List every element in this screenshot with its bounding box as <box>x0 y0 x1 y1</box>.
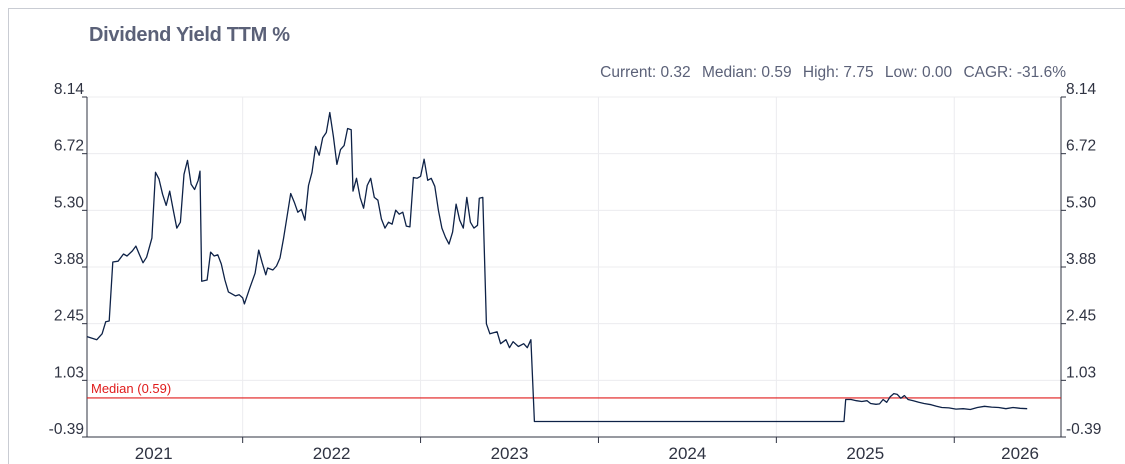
stat-low: Low: 0.00 <box>884 64 953 81</box>
y-tick-label-left: 6.72 <box>54 138 84 155</box>
stat-current: Current: 0.32 <box>600 64 691 81</box>
median-label: Median (0.59) <box>91 381 171 396</box>
y-tick-label-right: -0.39 <box>1066 421 1101 438</box>
y-tick-label-left: 2.45 <box>54 308 84 325</box>
y-tick-label-right: 1.03 <box>1066 364 1096 381</box>
y-tick-label-left: 1.03 <box>54 364 84 381</box>
x-tick-label: 2023 <box>491 444 529 463</box>
stat-median: Median: 0.59 <box>701 64 792 81</box>
x-tick-label: 2022 <box>313 444 351 463</box>
y-tick-label-right: 6.72 <box>1066 138 1096 155</box>
chart-frame <box>8 8 1125 464</box>
x-tick-label: 2026 <box>1001 444 1039 463</box>
y-tick-label-right: 3.88 <box>1066 251 1096 268</box>
yield-series-line <box>86 111 1028 423</box>
x-tick-label: 2024 <box>668 444 706 463</box>
y-tick-label-right: 8.14 <box>1066 81 1097 98</box>
stat-cagr: CAGR: -31.6% <box>963 64 1066 81</box>
chart-title: Dividend Yield TTM % <box>89 24 290 46</box>
x-tick-label: 2025 <box>846 444 884 463</box>
x-tick-label: 2021 <box>135 444 173 463</box>
y-tick-label-left: 5.30 <box>54 194 85 211</box>
stats-line: Current: 0.32 Median: 0.59 High: 7.75 Lo… <box>593 64 1066 82</box>
y-tick-label-left: -0.39 <box>49 421 84 438</box>
y-tick-label-left: 3.88 <box>54 251 84 268</box>
y-tick-label-left: 8.14 <box>54 81 85 98</box>
stat-high: High: 7.75 <box>802 64 874 81</box>
y-tick-label-right: 2.45 <box>1066 308 1096 325</box>
y-tick-label-right: 5.30 <box>1066 194 1097 211</box>
